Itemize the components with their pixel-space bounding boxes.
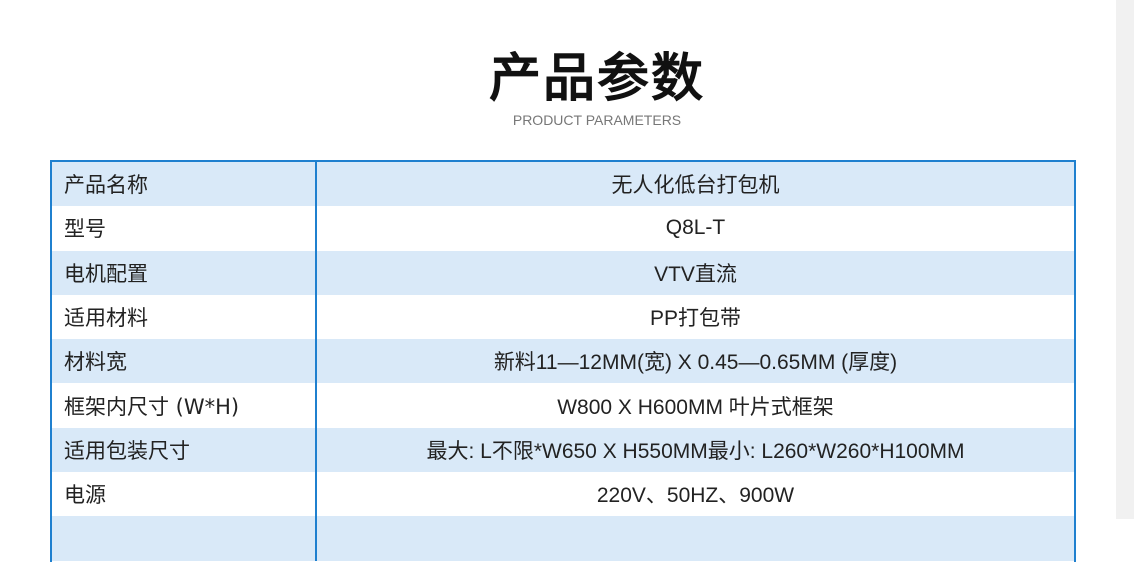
table-row: 适用包装尺寸 最大: L不限*W650 X H550MM最小: L260*W260…	[52, 427, 1074, 473]
row-label: 电机配置	[52, 250, 317, 295]
page-title: 产品参数	[488, 49, 705, 109]
row-value: W800 X H600MM 叶片式框架	[557, 395, 834, 419]
row-label: 电源	[52, 472, 317, 517]
row-value: 无人化低台打包机	[611, 174, 780, 198]
table-row	[52, 516, 1074, 561]
table-row: 产品名称 无人化低台打包机	[52, 162, 1074, 207]
scrollbar[interactable]	[1116, 0, 1134, 519]
row-value: VTV直流	[654, 262, 737, 286]
row-value: Q8L-T	[665, 216, 726, 240]
row-label	[52, 516, 317, 561]
row-label: 适用包装尺寸	[52, 427, 317, 473]
row-label: 适用材料	[52, 294, 317, 340]
table-row: 电源 220V、50HZ、900W	[52, 472, 1074, 517]
row-value: 220V、50HZ、900W	[596, 484, 795, 508]
table-row: 型号 Q8L-T	[52, 206, 1074, 251]
row-value: 新料11—12MM(宽) X 0.45—0.65MM (厚度)	[493, 351, 898, 375]
row-label: 材料宽	[52, 339, 317, 384]
spec-table: 产品名称 无人化低台打包机型号 Q8L-T 电机配置 VTV直流适用材料 PP打包带材料宽…	[50, 160, 1076, 562]
row-value: 最大: L不限*W650 X H550MM最小: L260*W260*H100M…	[426, 439, 965, 463]
table-row: 框架内尺寸 (W*H) W800 X H600MM 叶片式框架	[52, 383, 1074, 428]
table-row: 材料宽 新料11—12MM(宽) X 0.45—0.65MM (厚度)	[52, 339, 1074, 384]
row-label: 型号	[52, 206, 317, 251]
row-value: PP打包带	[649, 307, 741, 331]
table-row: 适用材料 PP打包带	[52, 294, 1074, 340]
row-label: 框架内尺寸 (W*H)	[52, 383, 317, 428]
row-label: 产品名称	[52, 162, 317, 207]
table-row: 电机配置 VTV直流	[52, 250, 1074, 295]
page-subtitle: PRODUCT PARAMETERS	[512, 112, 682, 128]
